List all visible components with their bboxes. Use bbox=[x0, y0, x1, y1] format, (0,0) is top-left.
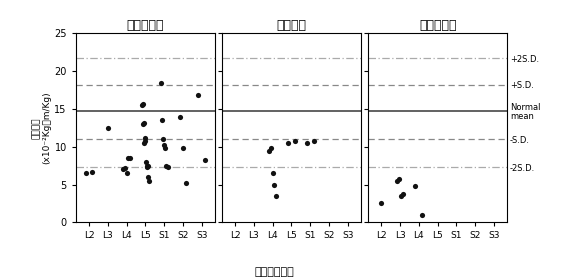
Point bbox=[118, 167, 128, 172]
Point bbox=[194, 93, 203, 98]
Point bbox=[160, 143, 169, 148]
Point bbox=[142, 165, 152, 169]
Point bbox=[142, 163, 151, 168]
Text: 麻酔のレベル: 麻酔のレベル bbox=[254, 267, 294, 277]
Title: 独立歩行者: 独立歩行者 bbox=[127, 19, 164, 32]
Point bbox=[87, 170, 97, 174]
Point bbox=[377, 201, 386, 206]
Point bbox=[138, 122, 147, 126]
Point bbox=[272, 194, 281, 198]
Point bbox=[265, 148, 274, 153]
Point bbox=[124, 156, 133, 160]
Point bbox=[392, 178, 401, 183]
Point bbox=[302, 141, 311, 145]
Point bbox=[201, 157, 210, 162]
Point bbox=[120, 166, 129, 170]
Point bbox=[283, 141, 293, 145]
Point bbox=[175, 114, 184, 119]
Point bbox=[144, 178, 153, 183]
Point bbox=[182, 181, 191, 185]
Title: 杖歩行者: 杖歩行者 bbox=[276, 19, 307, 32]
Point bbox=[270, 182, 279, 187]
Point bbox=[125, 156, 135, 160]
Point bbox=[394, 176, 403, 181]
Point bbox=[159, 137, 168, 142]
Point bbox=[161, 146, 170, 150]
Point bbox=[103, 126, 113, 130]
Point bbox=[139, 141, 149, 145]
Point bbox=[143, 163, 152, 168]
Point bbox=[157, 118, 167, 123]
Point bbox=[141, 135, 150, 140]
Point bbox=[139, 120, 148, 125]
Point bbox=[163, 165, 172, 169]
Point bbox=[138, 103, 147, 107]
Point bbox=[81, 171, 90, 175]
Point bbox=[138, 101, 147, 106]
Point bbox=[399, 192, 408, 196]
Point bbox=[141, 160, 150, 164]
Point bbox=[396, 194, 406, 198]
Point bbox=[411, 184, 420, 188]
Title: 歩行不能者: 歩行不能者 bbox=[419, 19, 456, 32]
Point bbox=[156, 80, 166, 85]
Point bbox=[122, 171, 131, 175]
Point bbox=[290, 138, 300, 143]
Point bbox=[309, 138, 318, 143]
Point bbox=[268, 171, 278, 175]
Point bbox=[140, 138, 149, 143]
Point bbox=[143, 175, 153, 179]
Y-axis label: 最大筋力
(x10⁻²Kg・m/Kg): 最大筋力 (x10⁻²Kg・m/Kg) bbox=[32, 91, 51, 164]
Point bbox=[417, 213, 427, 217]
Point bbox=[266, 146, 276, 150]
Point bbox=[161, 163, 171, 168]
Point bbox=[178, 146, 188, 150]
